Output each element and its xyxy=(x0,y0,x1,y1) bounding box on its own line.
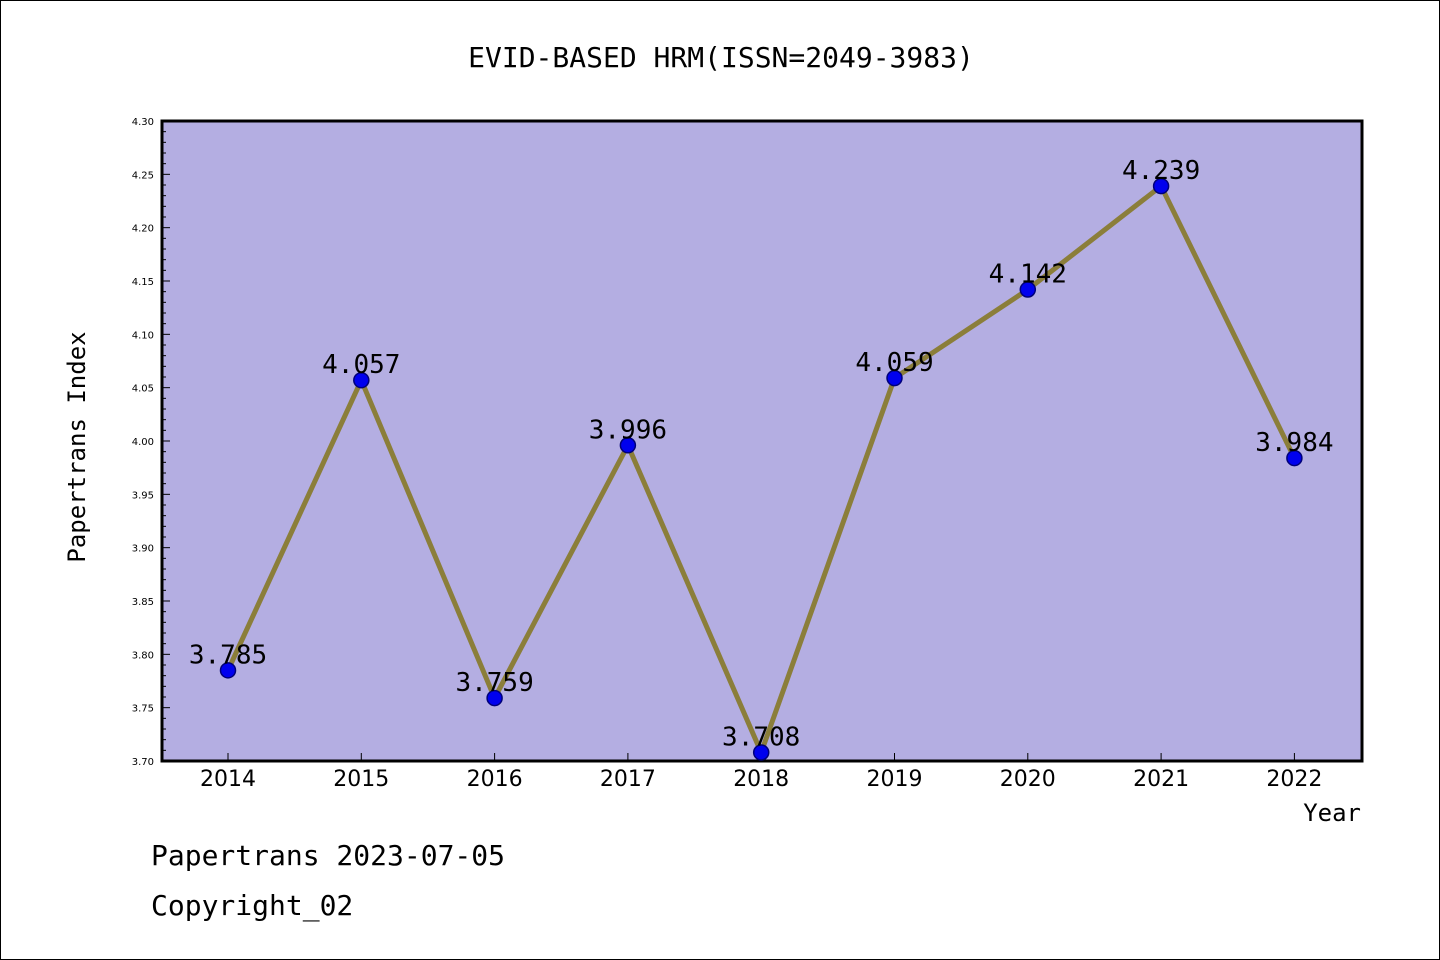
x-tick-label: 2016 xyxy=(467,767,523,792)
y-tick-label: 3.70 xyxy=(132,757,154,768)
x-tick-label: 2022 xyxy=(1266,767,1322,792)
data-point-2019 xyxy=(886,369,903,387)
data-label-2017: 3.996 xyxy=(589,415,667,445)
data-label-2019: 4.059 xyxy=(855,348,933,378)
footer-date: Papertrans 2023-07-05 xyxy=(151,839,505,872)
x-tick-label: 2018 xyxy=(733,767,789,792)
data-point-2018 xyxy=(752,744,770,761)
data-point-2015 xyxy=(353,371,370,389)
data-point-2020 xyxy=(1019,281,1037,298)
y-tick-label: 4.30 xyxy=(132,117,154,128)
x-axis-ticks: 2014 2015 2016 2017 2018 2019 2020 2021 2022 xyxy=(200,753,1322,792)
data-label-2022: 3.984 xyxy=(1255,428,1333,458)
x-tick-label: 2020 xyxy=(1000,767,1056,792)
data-point-2022 xyxy=(1286,449,1303,467)
data-label-2015: 4.057 xyxy=(322,350,400,380)
x-tick-label: 2019 xyxy=(867,767,923,792)
x-tick-label: 2015 xyxy=(333,767,389,792)
y-axis-title: Papertrans Index xyxy=(63,331,91,562)
data-point-2014 xyxy=(219,662,237,679)
y-axis-ticks: 3.70 3.75 3.80 3.85 3.90 3.95 4.00 4.05 4.10 4.15… xyxy=(132,117,170,768)
data-label-2021: 4.239 xyxy=(1122,156,1200,186)
x-axis-title: Year xyxy=(1303,799,1361,827)
y-tick-label: 4.15 xyxy=(132,277,154,288)
data-label-2018: 3.708 xyxy=(722,722,800,752)
series-markers xyxy=(219,177,1303,761)
data-point-2017 xyxy=(619,437,637,454)
y-tick-label: 4.00 xyxy=(132,437,154,448)
footer-copyright: Copyright_02 xyxy=(151,889,353,923)
y-tick-label: 3.85 xyxy=(132,597,154,608)
y-tick-label: 4.10 xyxy=(132,330,154,341)
x-tick-label: 2014 xyxy=(200,767,256,792)
data-point-2016 xyxy=(486,689,503,707)
y-tick-label: 3.90 xyxy=(132,544,154,555)
x-tick-label: 2017 xyxy=(600,767,656,792)
plot-area xyxy=(160,119,1364,763)
data-label-2020: 4.142 xyxy=(989,260,1067,290)
y-tick-label: 4.20 xyxy=(132,224,154,235)
x-tick-label: 2021 xyxy=(1133,767,1189,792)
y-tick-label: 3.80 xyxy=(132,650,154,661)
data-label-2014: 3.785 xyxy=(189,640,267,670)
y-tick-label: 3.95 xyxy=(132,490,154,501)
data-label-2016: 3.759 xyxy=(455,668,533,698)
chart-title: EVID-BASED HRM(ISSN=2049-3983) xyxy=(468,41,974,74)
y-tick-label: 4.25 xyxy=(132,170,154,181)
y-tick-label: 3.75 xyxy=(132,704,154,715)
data-labels: 3.785 4.057 3.759 3.996 3.708 4.059 4.142 4.239… xyxy=(189,156,1334,752)
y-tick-label: 4.05 xyxy=(132,384,154,395)
data-point-2021 xyxy=(1152,177,1170,195)
